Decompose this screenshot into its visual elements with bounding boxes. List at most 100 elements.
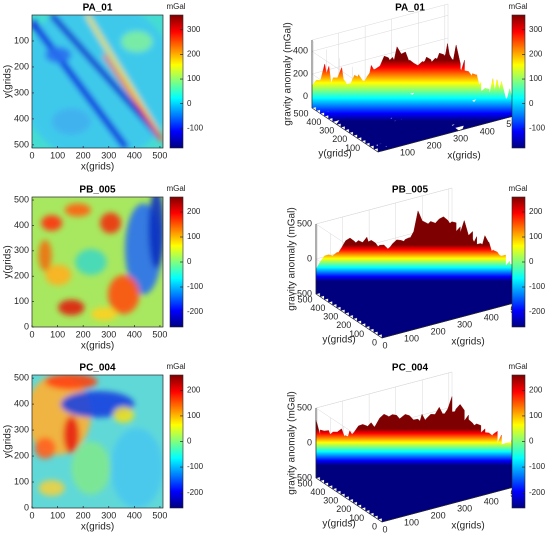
y-tick-label: 400 bbox=[310, 487, 325, 497]
y-tick-label: 200 bbox=[336, 320, 351, 330]
field-blobs bbox=[32, 15, 163, 148]
colorbar-tick-label: 100 bbox=[529, 411, 543, 420]
colorbar-tick-label: -100 bbox=[529, 123, 546, 132]
y-tick-label: 300 bbox=[319, 126, 334, 136]
panel-title: PA_01 bbox=[395, 3, 425, 14]
surface bbox=[315, 396, 519, 523]
surface bbox=[315, 210, 519, 339]
x-tick-label: 400 bbox=[127, 150, 142, 160]
y-tick-label: 200 bbox=[14, 450, 29, 460]
z-tick-label: 200 bbox=[293, 68, 308, 78]
y-tick-label: 100 bbox=[349, 329, 364, 339]
y-tick-label: 400 bbox=[14, 398, 29, 408]
y-tick-label: 0 bbox=[372, 337, 377, 347]
field-blobs bbox=[38, 197, 163, 321]
y-tick-label: 300 bbox=[14, 245, 29, 255]
colorbar-tick-label: 0 bbox=[187, 99, 192, 108]
x-tick-label: 500 bbox=[152, 329, 167, 339]
axes-box bbox=[31, 196, 164, 328]
x-tick-label: 100 bbox=[400, 147, 415, 157]
y-tick-label: 200 bbox=[336, 504, 351, 514]
field-blobs bbox=[32, 375, 163, 508]
x-axis-label: x(grids) bbox=[81, 341, 114, 352]
y-tick-label: 200 bbox=[14, 61, 29, 71]
x-axis-label: x(grids) bbox=[451, 521, 484, 532]
field-band bbox=[102, 54, 163, 143]
panel-title: PA_01 bbox=[83, 3, 113, 14]
x-tick-label: 0 bbox=[382, 340, 387, 350]
field-blob bbox=[110, 428, 163, 508]
z-tick-label: 500 bbox=[297, 402, 312, 412]
colorbar-label: mGal bbox=[508, 184, 527, 193]
colorbar-tick-label: 0 bbox=[529, 437, 534, 446]
colorbar-label: mGal bbox=[508, 362, 527, 371]
colorbar-tick-label: 200 bbox=[187, 50, 201, 59]
y-tick-label: 200 bbox=[14, 271, 29, 281]
colorbar-tick-label: 200 bbox=[187, 207, 201, 216]
x-tick-label: 400 bbox=[127, 329, 142, 339]
heatmap-field bbox=[32, 15, 163, 148]
surface-strip bbox=[377, 79, 515, 153]
y-tick-label: 100 bbox=[345, 143, 360, 153]
colorbar-tick-label: 100 bbox=[529, 74, 543, 83]
y-tick-label: 300 bbox=[14, 87, 29, 97]
z-tick-label: 0 bbox=[303, 91, 308, 101]
colorbar-tick-label: 100 bbox=[187, 411, 201, 420]
colorbar bbox=[511, 14, 526, 149]
field-blob bbox=[51, 108, 91, 135]
field-blob bbox=[100, 212, 122, 234]
colorbar-tick-label: -100 bbox=[529, 282, 546, 291]
x-tick-label: 400 bbox=[127, 510, 142, 520]
x-tick-label: 300 bbox=[101, 150, 116, 160]
x-tick-label: 100 bbox=[404, 333, 419, 343]
colorbar-tick-label: 100 bbox=[187, 232, 201, 241]
colorbar-label: mGal bbox=[166, 2, 185, 11]
x-tick-label: 100 bbox=[404, 517, 419, 527]
x-tick-label: 200 bbox=[76, 329, 91, 339]
y-tick-label: 500 bbox=[14, 194, 29, 204]
panel-title: PB_005 bbox=[79, 185, 116, 196]
z-tick-label: 0 bbox=[307, 253, 312, 263]
x-axis-label: x(grids) bbox=[447, 151, 480, 162]
x-tick-label: 100 bbox=[50, 510, 65, 520]
x-tick-label: 0 bbox=[382, 524, 387, 534]
y-axis-label: y(grids) bbox=[3, 65, 14, 98]
x-tick-label: 400 bbox=[480, 126, 495, 136]
z-tick-label: -500 bbox=[294, 288, 312, 298]
y-tick-label: 0 bbox=[24, 321, 29, 331]
colorbar-tick-label: 200 bbox=[529, 207, 543, 216]
x-tick-label: 200 bbox=[427, 140, 442, 150]
colorbar-tick-label: 100 bbox=[529, 232, 543, 241]
field-blob bbox=[45, 264, 72, 286]
colorbar-tick-label: -200 bbox=[529, 307, 546, 316]
panel-title: PC_004 bbox=[392, 363, 429, 374]
axes-box bbox=[31, 14, 164, 149]
field-blob bbox=[64, 203, 91, 217]
colorbar-tick-label: 0 bbox=[187, 437, 192, 446]
z-tick-label: 400 bbox=[293, 46, 308, 56]
field-blob bbox=[45, 375, 98, 390]
colorbar-tick-label: -200 bbox=[187, 488, 204, 497]
colorbar-label: mGal bbox=[166, 362, 185, 371]
field-blob bbox=[75, 249, 107, 275]
y-tick-label: 500 bbox=[298, 294, 313, 304]
x-tick-label: 100 bbox=[50, 150, 65, 160]
x-tick-label: 100 bbox=[50, 329, 65, 339]
axis-line bbox=[311, 40, 515, 153]
surface bbox=[311, 43, 515, 153]
heatmap-field bbox=[32, 375, 163, 508]
y-tick-label: 500 bbox=[14, 139, 29, 149]
y-tick-label: 0 bbox=[24, 502, 29, 512]
x-tick-label: 200 bbox=[76, 150, 91, 160]
y-axis-label: y(grids) bbox=[318, 149, 351, 160]
colorbar-label: mGal bbox=[166, 184, 185, 193]
x-tick-label: 0 bbox=[29, 329, 34, 339]
x-tick-label: 200 bbox=[431, 326, 446, 336]
field-blob bbox=[41, 215, 63, 231]
field-blob bbox=[63, 416, 80, 454]
axis-line bbox=[315, 408, 519, 523]
y-tick-label: 100 bbox=[14, 476, 29, 486]
z-axis-label: gravity anomaly (mGal) bbox=[283, 22, 294, 125]
field-blob bbox=[113, 406, 135, 423]
y-tick-label: 100 bbox=[14, 296, 29, 306]
